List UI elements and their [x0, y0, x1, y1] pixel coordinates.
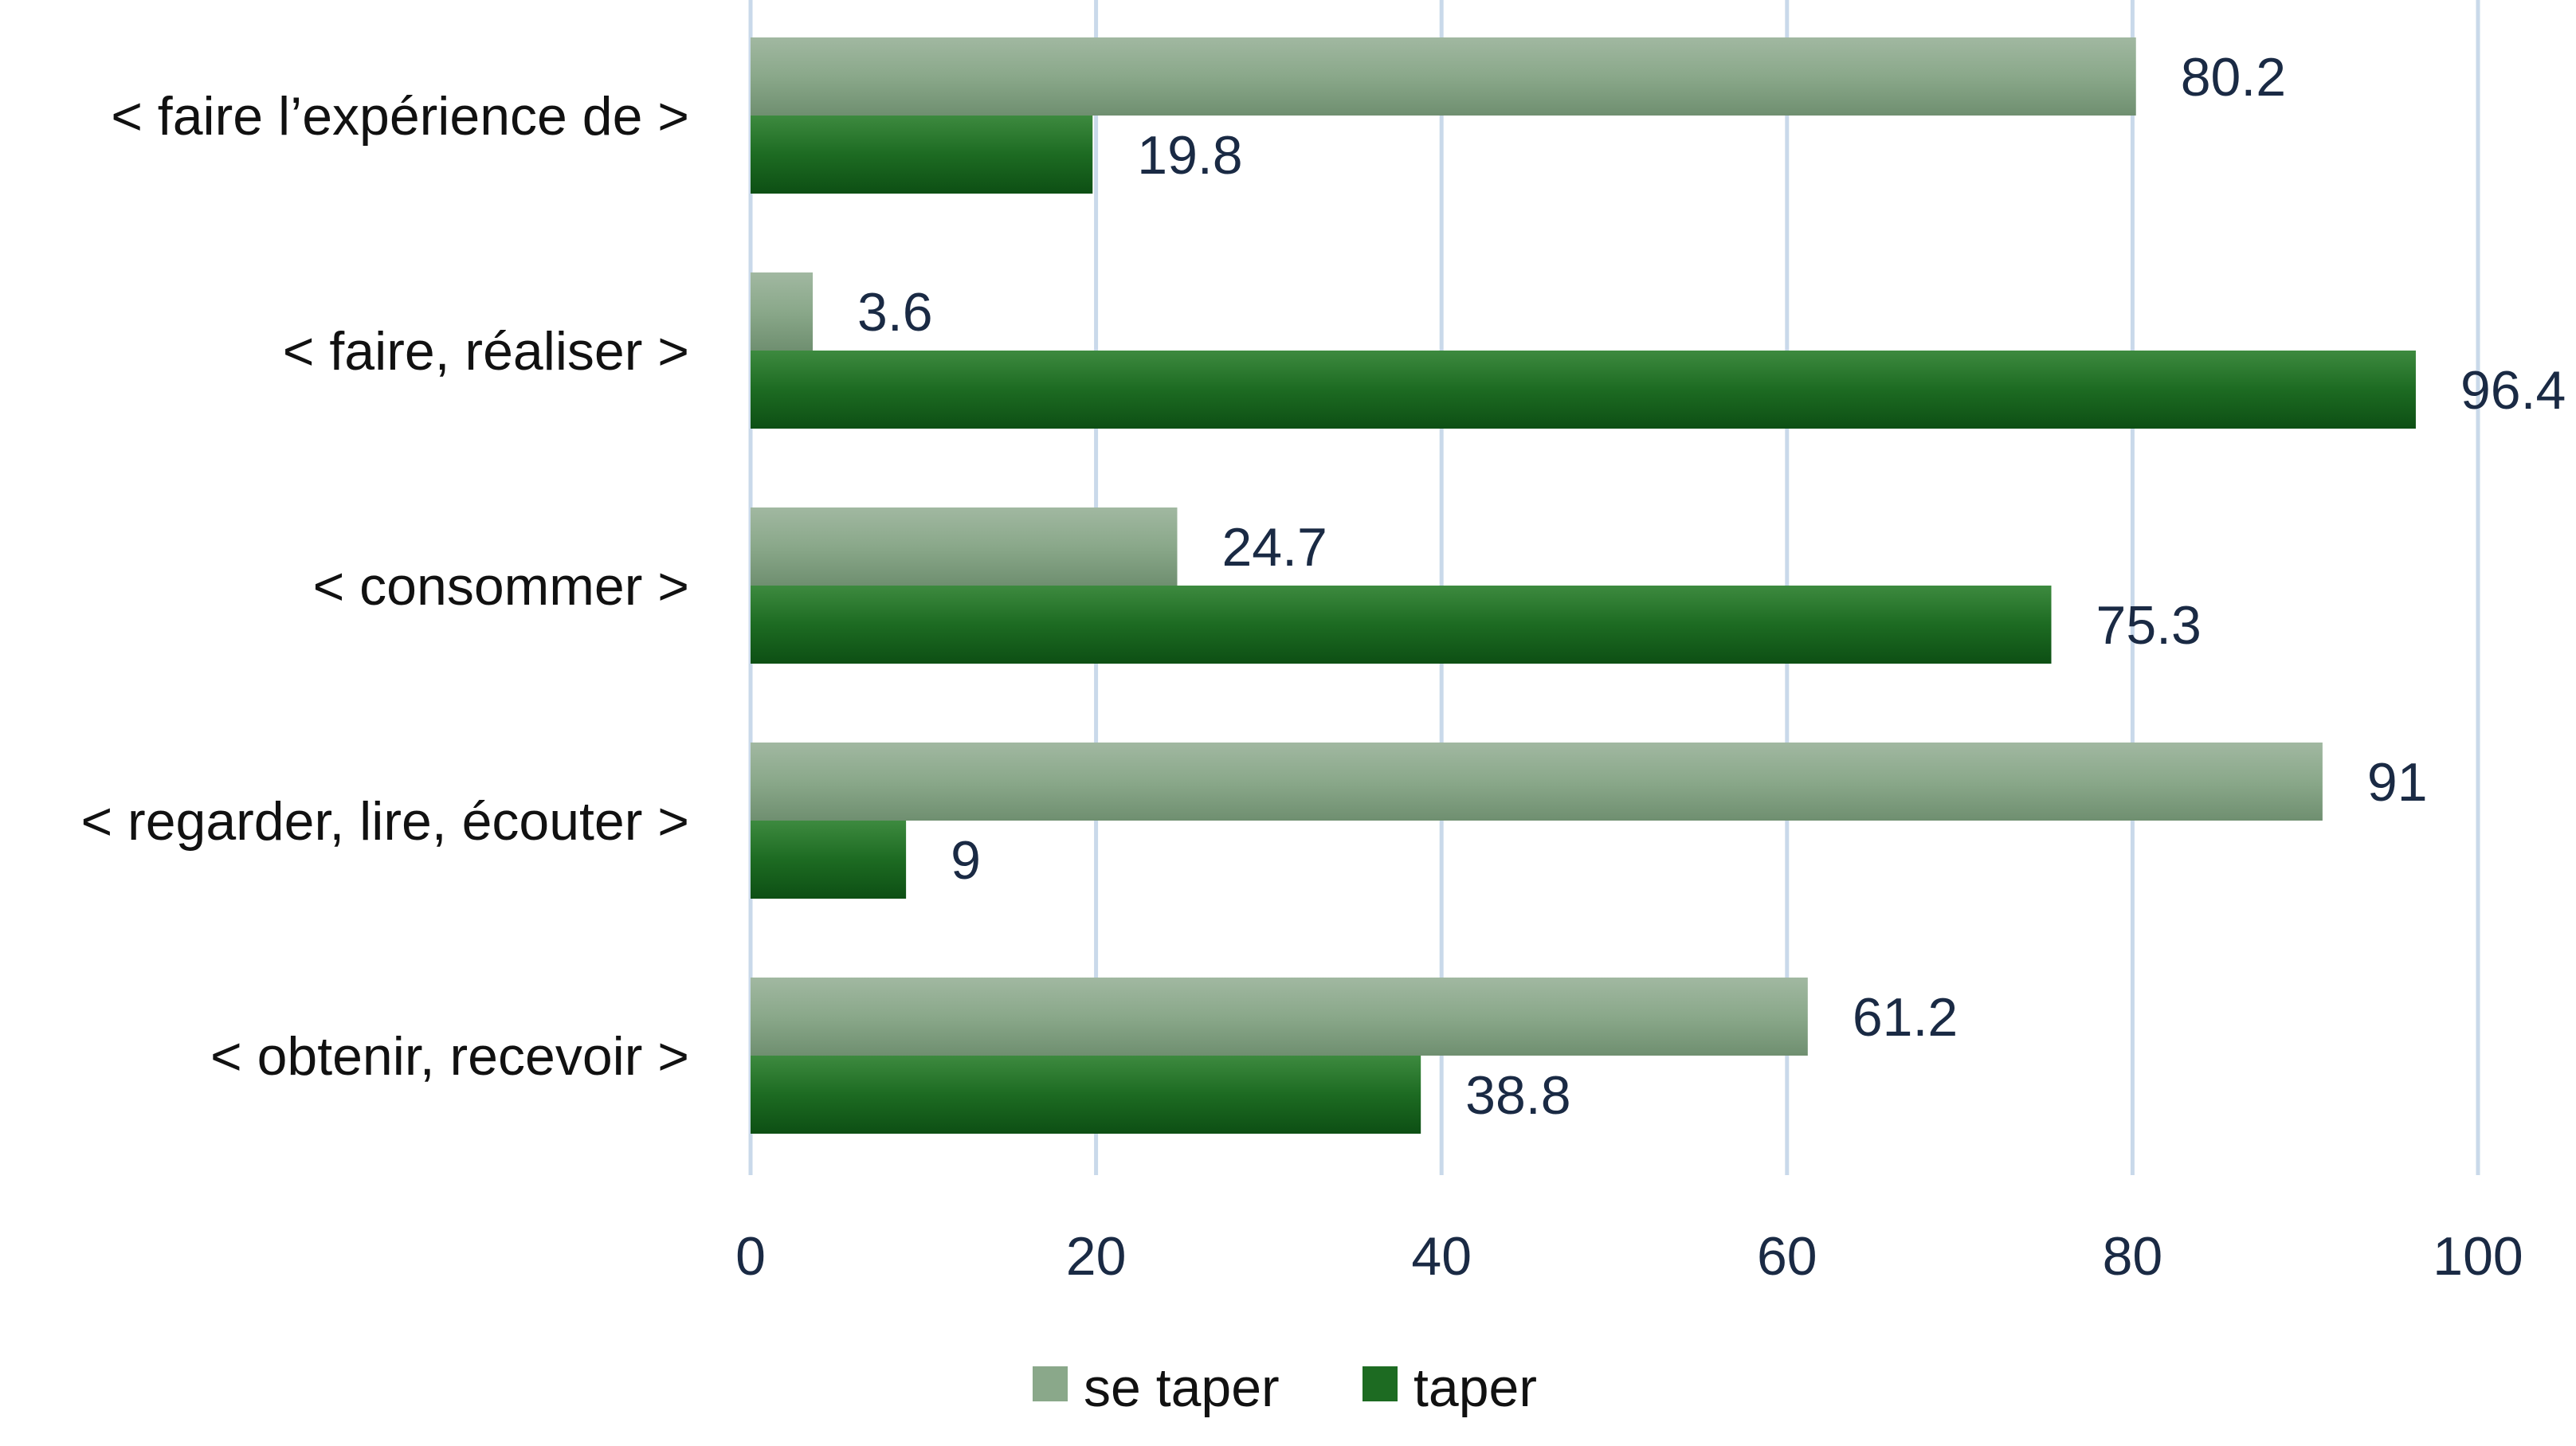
bar-value-label: 91 [2367, 752, 2428, 813]
bar-se-taper-4 [751, 978, 1808, 1056]
legend-label: se taper [1084, 1358, 1280, 1418]
category-label: < faire, réaliser > [283, 321, 689, 382]
bars [751, 37, 2416, 1134]
category-label: < regarder, lire, écouter > [80, 791, 689, 852]
category-label: < faire l’expérience de > [111, 86, 689, 147]
legend-swatch-se-taper [1033, 1366, 1068, 1401]
category-label: < obtenir, recevoir > [210, 1026, 689, 1087]
bar-value-label: 9 [951, 830, 981, 891]
bar-value-label: 61.2 [1853, 987, 1958, 1048]
x-tick-label: 80 [2103, 1226, 2163, 1287]
x-tick-label: 100 [2433, 1226, 2523, 1287]
bar-taper-0 [751, 116, 1093, 194]
x-tick-label: 60 [1757, 1226, 1817, 1287]
x-tick-label: 40 [1411, 1226, 1472, 1287]
bar-se-taper-1 [751, 272, 814, 351]
bar-taper-3 [751, 821, 907, 899]
bar-value-label: 24.7 [1221, 517, 1327, 578]
bar-value-label: 38.8 [1465, 1065, 1570, 1126]
bar-value-label: 75.3 [2096, 595, 2202, 656]
bar-value-label: 80.2 [2181, 47, 2286, 108]
labels: 0 20 40 60 80 100 80.2 19.8 < faire l’expérience… [80, 47, 2566, 1287]
bar-taper-4 [751, 1056, 1421, 1134]
bar-value-label: 19.8 [1137, 125, 1242, 186]
bar-se-taper-0 [751, 37, 2136, 116]
legend-swatch-taper [1362, 1366, 1398, 1401]
bar-taper-1 [751, 351, 2416, 429]
bar-se-taper-3 [751, 743, 2323, 821]
bar-taper-2 [751, 586, 2052, 664]
legend-label: taper [1413, 1358, 1537, 1418]
bar-value-label: 96.4 [2460, 360, 2566, 421]
x-tick-label: 20 [1066, 1226, 1127, 1287]
bar-value-label: 3.6 [857, 282, 933, 343]
legend: se taper taper [1033, 1358, 1537, 1418]
category-label: < consommer > [313, 556, 689, 617]
x-tick-label: 0 [735, 1226, 766, 1287]
bar-se-taper-2 [751, 507, 1178, 586]
